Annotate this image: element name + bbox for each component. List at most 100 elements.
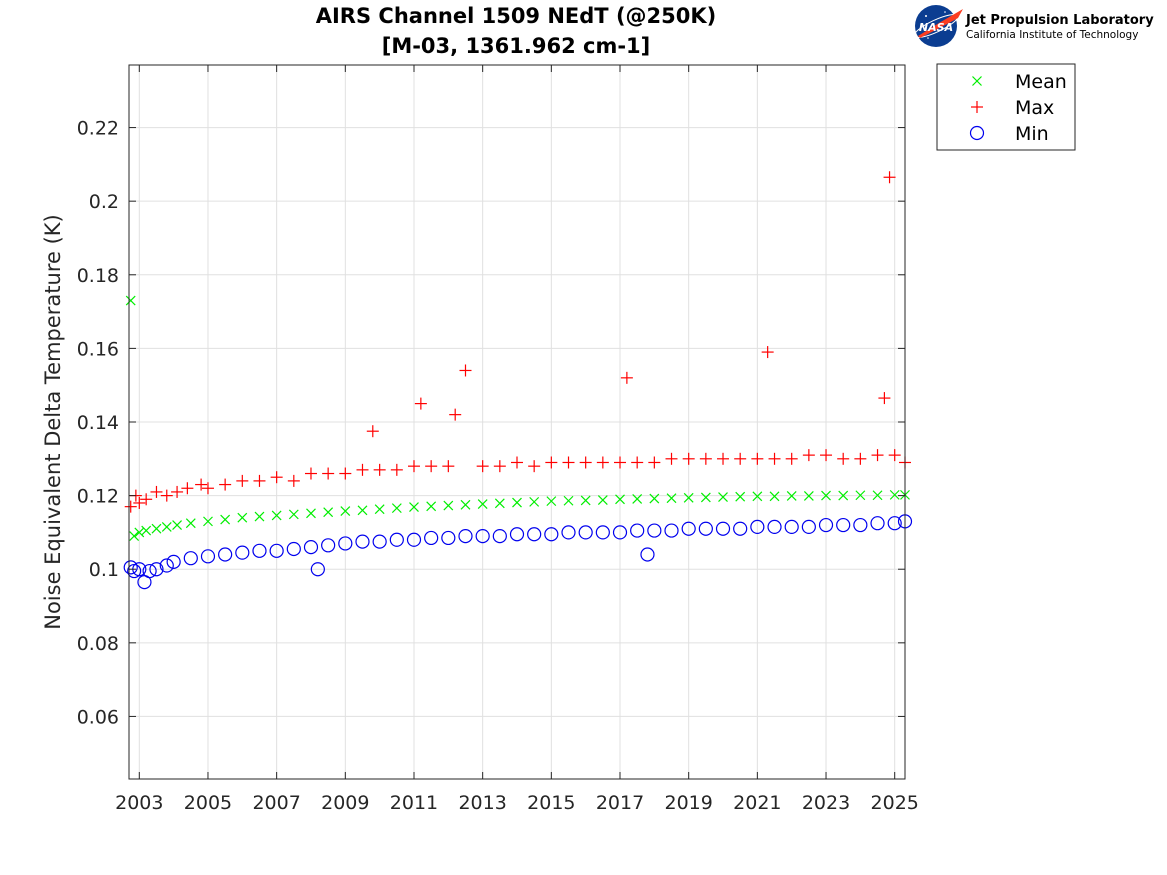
nasa-meatball-icon: NASA [913,5,963,47]
y-tick-label: 0.2 [89,191,119,213]
max-point [322,467,335,480]
mean-point [512,497,522,508]
series-max [124,171,911,513]
min-point [159,558,174,573]
min-point [612,525,628,540]
max-point [287,474,300,487]
mean-point [666,493,677,504]
mean-point [855,490,866,501]
max-point [717,452,730,465]
grid-lines [129,65,905,779]
mean-point [125,295,136,306]
mean-point [306,508,316,519]
max-point [511,456,523,469]
y-tick-label: 0.12 [77,486,119,508]
min-point [166,554,181,569]
min-point [441,530,456,546]
min-point [578,525,593,540]
mean-point [237,512,248,523]
max-point [837,452,850,465]
mean-point [254,511,265,522]
min-point [218,547,233,562]
min-point [561,525,576,540]
mean-point [443,500,454,511]
jpl-logo: NASA Jet Propulsion Laboratory Californi… [913,5,1154,47]
y-tick-label: 0.1 [89,559,119,581]
y-tick-label: 0.18 [77,265,119,287]
legend-marker-max [971,101,983,113]
mean-point [271,510,282,521]
min-point [389,532,404,547]
max-point [761,346,774,359]
max-point [854,452,867,465]
y-axis-label: Noise Equivalent Delta Temperature (K) [41,214,65,630]
logo-org-name: Jet Propulsion Laboratory [965,13,1154,28]
mean-point [700,492,711,503]
min-point [235,545,250,560]
max-point [356,463,369,476]
min-point [509,527,525,542]
min-point [647,523,662,538]
min-point [252,543,267,558]
min-point [527,527,542,542]
mean-point [769,491,780,502]
max-point [883,171,896,184]
min-point [123,560,138,575]
x-tick-label: 2023 [802,792,850,814]
mean-point [288,509,299,520]
chart-subtitle: [M-03, 1361.962 cm-1] [382,34,651,58]
x-tick-label: 2011 [390,792,438,814]
y-tick-label: 0.22 [77,118,119,140]
min-point [733,521,748,536]
max-point [476,460,489,473]
min-point [183,551,198,566]
min-point [887,516,902,531]
min-point [853,517,868,533]
max-point [150,485,163,498]
mean-point [803,491,814,501]
max-point [562,456,575,469]
max-point [871,449,884,462]
max-point [339,467,352,480]
x-tick-label: 2009 [321,792,369,814]
max-point [665,452,678,465]
x-tick-label: 2025 [871,792,919,814]
max-point [270,471,283,484]
min-point [269,543,284,558]
series-mean [125,295,910,542]
mean-point [203,516,213,527]
mean-point [460,499,471,510]
mean-point [735,491,746,502]
min-point [784,519,799,534]
max-point [425,460,438,473]
min-point [355,534,370,549]
min-point [681,521,696,536]
nasa-badge-text: NASA [919,21,953,34]
min-point [818,517,834,533]
max-point [181,482,194,495]
mean-point [563,495,574,506]
y-tick-label: 0.16 [77,338,119,360]
logo-org-sub: California Institute of Technology [966,29,1138,41]
mean-point [141,525,152,536]
max-point [459,364,472,377]
max-point [414,397,427,410]
min-point [286,541,301,557]
max-point [528,460,541,473]
max-point [390,463,403,476]
max-point [366,425,379,438]
min-point [664,523,679,538]
max-point [785,452,798,465]
mean-point [161,521,172,532]
mean-point [597,495,608,505]
min-point [458,528,473,544]
mean-point [889,489,900,500]
min-point [142,563,157,579]
max-point [682,452,695,465]
min-point [870,516,885,531]
min-point [595,525,610,540]
y-tick-label: 0.08 [77,633,119,655]
max-point [171,485,184,498]
x-tick-label: 2005 [184,792,232,814]
legend-box [936,63,1076,151]
